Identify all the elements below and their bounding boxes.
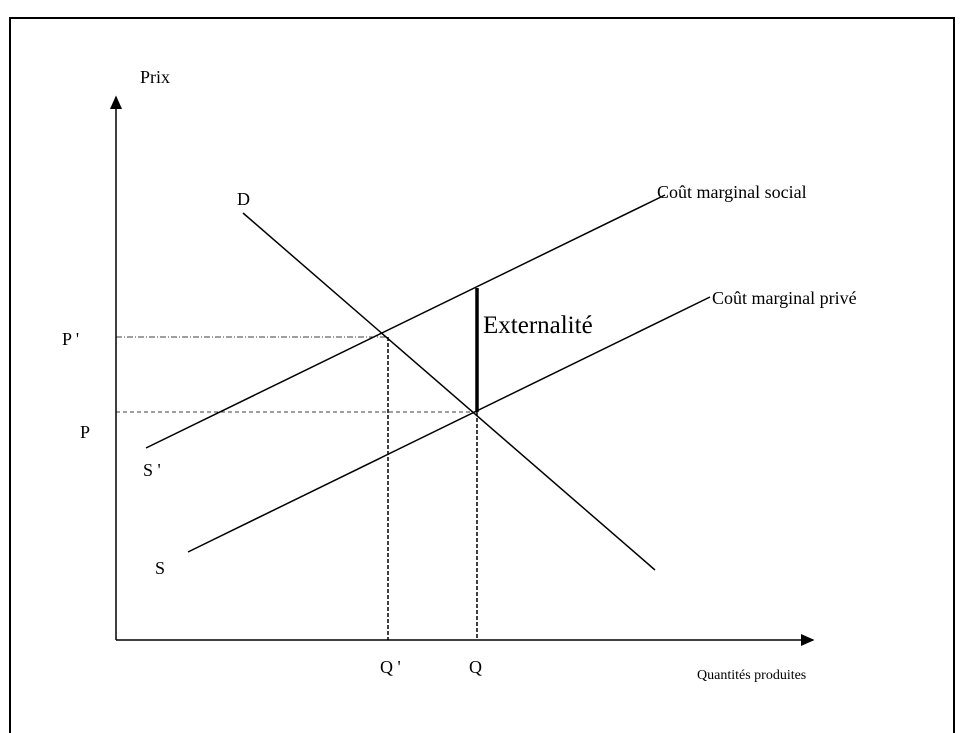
social-cost-line [145,194,666,449]
externality-label: Externalité [483,312,593,339]
frame [9,17,955,733]
y-axis-label: Prix [140,67,170,87]
demand-label: D [237,189,250,209]
supply-private-label: S [155,558,165,578]
price-private-label: P [80,422,90,442]
demand-line [242,212,656,571]
supply-social-label: S ' [143,460,161,480]
quantity-social-label: Q ' [380,657,401,677]
social-cost-label: Coût marginal social [657,182,807,202]
private-cost-line [187,296,711,553]
private-cost-label: Coût marginal privé [712,288,857,308]
price-social-label: P ' [62,329,79,349]
quantity-private-label: Q [469,657,482,677]
x-axis-label: Quantités produites [697,668,806,683]
